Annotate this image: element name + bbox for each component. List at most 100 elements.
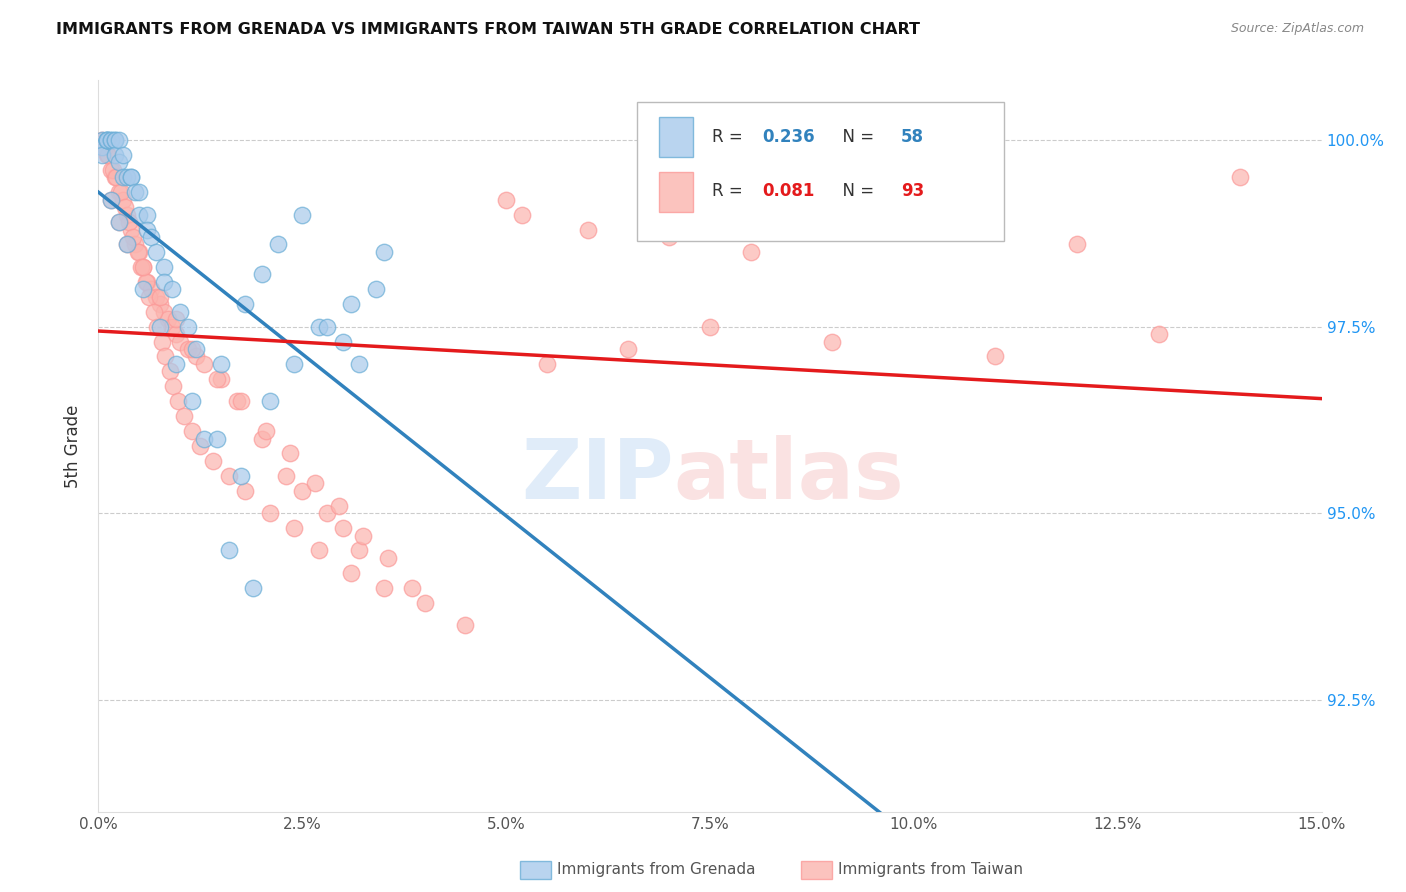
Point xyxy=(91,140,114,154)
Point xyxy=(96,133,118,147)
Point xyxy=(454,618,477,632)
Point xyxy=(1066,237,1088,252)
Point xyxy=(96,148,118,162)
Point xyxy=(91,148,114,162)
Point xyxy=(308,543,330,558)
Point xyxy=(291,483,314,498)
Point xyxy=(173,409,195,424)
FancyBboxPatch shape xyxy=(801,861,832,879)
Point xyxy=(124,237,146,252)
Point xyxy=(984,350,1007,364)
Text: R =: R = xyxy=(713,128,748,145)
Text: Source: ZipAtlas.com: Source: ZipAtlas.com xyxy=(1230,22,1364,36)
Point xyxy=(96,133,118,147)
Point xyxy=(177,342,200,356)
Point xyxy=(177,319,200,334)
Point xyxy=(115,170,138,185)
Point xyxy=(274,468,297,483)
Point xyxy=(105,170,128,185)
Point xyxy=(332,521,354,535)
Point xyxy=(104,148,127,162)
Point xyxy=(149,297,172,311)
Point xyxy=(205,432,228,446)
Point xyxy=(352,528,374,542)
Point xyxy=(120,170,142,185)
Point xyxy=(108,155,131,169)
Text: N =: N = xyxy=(832,128,880,145)
Point xyxy=(209,357,232,371)
Point xyxy=(104,170,127,185)
Point xyxy=(142,304,165,318)
FancyBboxPatch shape xyxy=(637,103,1004,241)
Point xyxy=(159,364,181,378)
Point xyxy=(136,275,159,289)
Point xyxy=(267,237,290,252)
Point xyxy=(135,275,157,289)
FancyBboxPatch shape xyxy=(658,117,693,157)
Point xyxy=(169,304,191,318)
Point xyxy=(152,304,174,318)
Point xyxy=(209,372,232,386)
Point xyxy=(160,319,183,334)
Point xyxy=(152,275,174,289)
Point xyxy=(218,468,240,483)
Point xyxy=(145,244,167,259)
Point xyxy=(149,290,172,304)
Point xyxy=(373,244,395,259)
Point xyxy=(128,244,150,259)
Point xyxy=(291,208,314,222)
Point xyxy=(146,319,169,334)
Text: ZIP: ZIP xyxy=(520,434,673,516)
Point xyxy=(242,581,264,595)
Y-axis label: 5th Grade: 5th Grade xyxy=(65,404,83,488)
Point xyxy=(308,319,330,334)
Point xyxy=(127,244,149,259)
Point xyxy=(233,483,256,498)
Point xyxy=(100,162,122,177)
Point xyxy=(94,140,117,154)
Point xyxy=(115,237,138,252)
Point xyxy=(413,596,436,610)
Point xyxy=(495,193,517,207)
Point xyxy=(186,350,208,364)
Point xyxy=(259,394,281,409)
Text: IMMIGRANTS FROM GRENADA VS IMMIGRANTS FROM TAIWAN 5TH GRADE CORRELATION CHART: IMMIGRANTS FROM GRENADA VS IMMIGRANTS FR… xyxy=(56,22,921,37)
Point xyxy=(332,334,354,349)
Point xyxy=(141,282,163,296)
Point xyxy=(181,342,204,356)
Point xyxy=(259,506,281,520)
Point xyxy=(377,551,399,566)
Point xyxy=(231,468,253,483)
FancyBboxPatch shape xyxy=(520,861,551,879)
Point xyxy=(699,319,721,334)
Point xyxy=(91,133,114,147)
Point xyxy=(193,357,215,371)
Point xyxy=(138,290,160,304)
Point xyxy=(340,566,363,580)
Point xyxy=(150,334,173,349)
Point xyxy=(205,372,228,386)
Point xyxy=(193,432,215,446)
Point xyxy=(136,208,159,222)
Point xyxy=(108,215,131,229)
Point xyxy=(111,193,134,207)
Point xyxy=(91,133,114,147)
Point xyxy=(136,222,159,236)
Point xyxy=(233,297,256,311)
Point xyxy=(110,186,132,200)
Point xyxy=(821,334,844,349)
Point xyxy=(114,200,136,214)
Point xyxy=(186,342,208,356)
Point xyxy=(108,186,131,200)
Point xyxy=(149,319,172,334)
Point xyxy=(512,208,534,222)
Point xyxy=(283,521,305,535)
Point xyxy=(315,319,337,334)
Point xyxy=(129,260,152,274)
Point xyxy=(128,186,150,200)
Point xyxy=(96,133,118,147)
Point xyxy=(108,133,131,147)
Point xyxy=(283,357,305,371)
Point xyxy=(576,222,599,236)
Point xyxy=(349,357,371,371)
